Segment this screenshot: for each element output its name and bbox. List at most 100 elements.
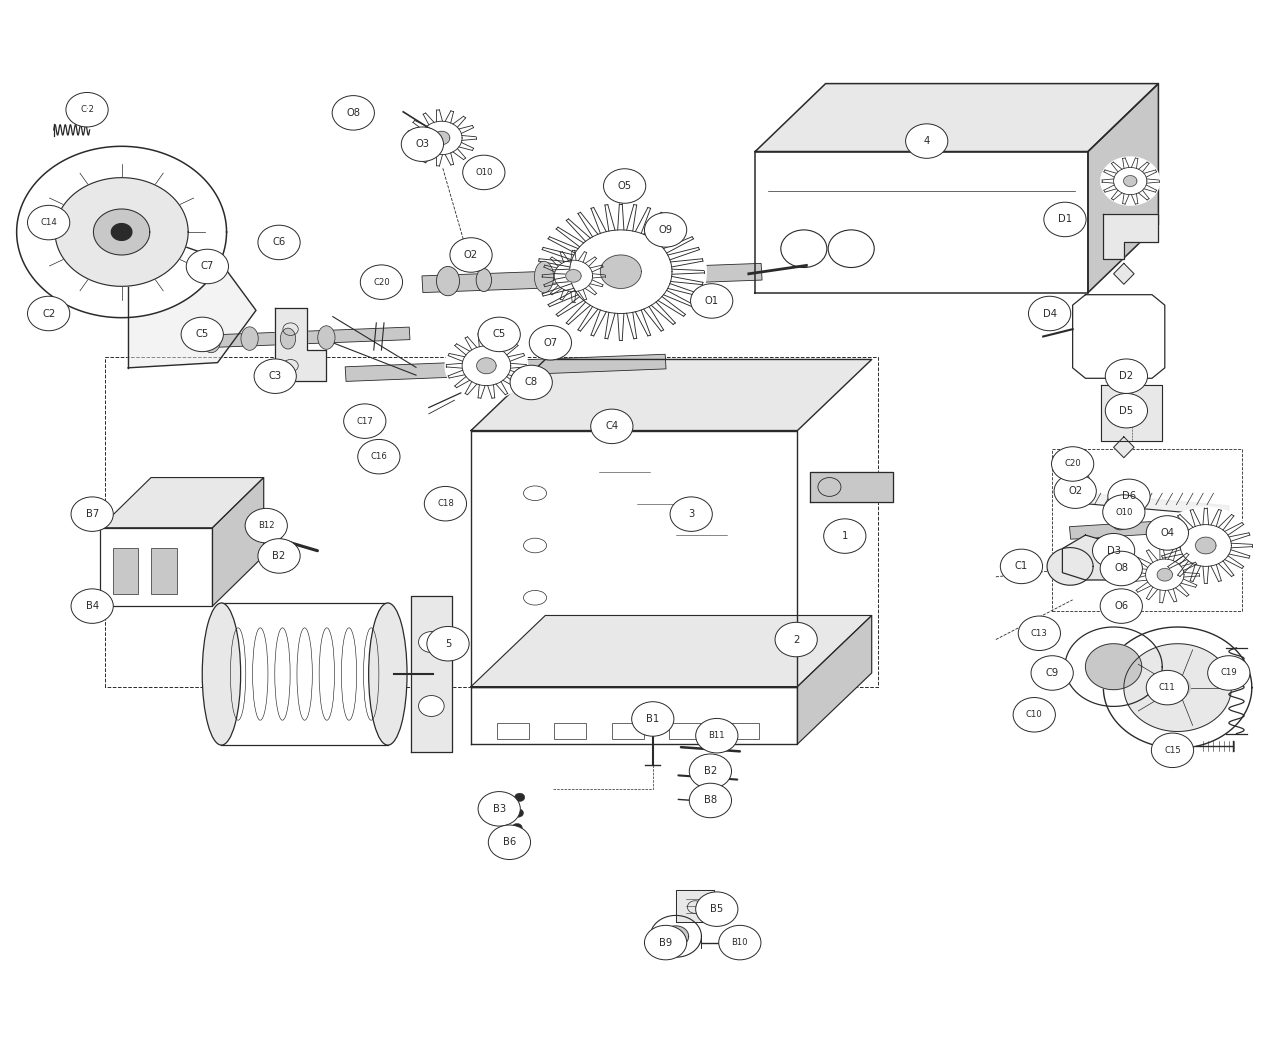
Polygon shape [1165, 677, 1190, 698]
Polygon shape [471, 359, 872, 431]
Circle shape [182, 318, 224, 351]
Text: O2: O2 [463, 250, 479, 260]
Circle shape [691, 284, 733, 319]
Text: O3: O3 [416, 139, 429, 149]
Text: C3: C3 [269, 371, 282, 381]
Text: O10: O10 [475, 168, 493, 177]
Polygon shape [797, 616, 872, 744]
Bar [497, 723, 529, 739]
Polygon shape [411, 596, 452, 752]
Text: O6: O6 [1114, 601, 1129, 611]
Polygon shape [1114, 437, 1134, 458]
Text: B4: B4 [86, 601, 99, 611]
Circle shape [718, 926, 760, 959]
Polygon shape [275, 308, 326, 381]
Circle shape [1052, 447, 1093, 481]
Circle shape [419, 631, 444, 652]
Ellipse shape [369, 603, 407, 745]
Polygon shape [17, 146, 227, 318]
Text: C11: C11 [1158, 683, 1176, 692]
Circle shape [463, 156, 506, 190]
Text: C5: C5 [493, 329, 506, 340]
Polygon shape [100, 478, 264, 528]
Circle shape [259, 226, 301, 260]
Text: C18: C18 [436, 500, 454, 508]
Ellipse shape [317, 326, 335, 349]
Polygon shape [1158, 507, 1253, 584]
Circle shape [253, 359, 297, 394]
Circle shape [512, 823, 522, 832]
Text: C1: C1 [1015, 561, 1028, 572]
Circle shape [343, 404, 387, 439]
Text: B2: B2 [704, 766, 717, 776]
Circle shape [1093, 534, 1134, 568]
Polygon shape [676, 890, 714, 922]
Polygon shape [422, 263, 762, 293]
Circle shape [428, 627, 470, 661]
Text: C19: C19 [1220, 669, 1238, 677]
Polygon shape [445, 332, 527, 399]
Text: O9: O9 [658, 225, 673, 235]
Circle shape [1208, 656, 1251, 691]
Circle shape [479, 318, 521, 351]
Text: C20: C20 [372, 278, 390, 286]
Polygon shape [1124, 176, 1137, 186]
Text: B10: B10 [732, 938, 748, 947]
Polygon shape [1085, 493, 1229, 516]
Polygon shape [471, 616, 872, 687]
Polygon shape [1062, 535, 1114, 580]
Ellipse shape [202, 603, 241, 745]
Circle shape [402, 127, 444, 162]
Circle shape [1001, 550, 1042, 584]
Text: O5: O5 [617, 181, 632, 191]
Polygon shape [471, 687, 797, 744]
Circle shape [604, 169, 646, 204]
Circle shape [776, 623, 818, 657]
Polygon shape [755, 84, 1158, 152]
Ellipse shape [476, 269, 492, 292]
Circle shape [70, 497, 114, 531]
Circle shape [645, 213, 687, 248]
Circle shape [246, 509, 288, 543]
Polygon shape [1103, 627, 1252, 748]
Text: B11: B11 [709, 732, 724, 740]
Circle shape [489, 826, 531, 859]
Circle shape [645, 926, 687, 959]
Bar [151, 548, 177, 594]
Ellipse shape [1070, 470, 1091, 496]
Polygon shape [1085, 644, 1142, 690]
Text: D6: D6 [1121, 491, 1137, 502]
Circle shape [696, 892, 739, 927]
Text: C·2: C·2 [81, 106, 93, 114]
Circle shape [1055, 474, 1096, 509]
Polygon shape [100, 528, 212, 606]
Circle shape [1101, 589, 1142, 624]
Text: B6: B6 [503, 837, 516, 847]
Polygon shape [406, 109, 477, 167]
Polygon shape [471, 431, 797, 687]
Circle shape [1106, 359, 1148, 394]
Polygon shape [1129, 545, 1201, 604]
Text: C20: C20 [1064, 460, 1082, 468]
Circle shape [690, 754, 732, 789]
Text: C13: C13 [1030, 629, 1048, 637]
Text: C6: C6 [273, 237, 285, 248]
Text: O1: O1 [704, 296, 719, 306]
Polygon shape [476, 357, 497, 374]
Polygon shape [663, 926, 689, 947]
Circle shape [70, 589, 114, 624]
Bar [727, 723, 759, 739]
Polygon shape [1157, 568, 1172, 581]
Text: D2: D2 [1119, 371, 1134, 381]
Text: C7: C7 [201, 261, 214, 272]
Circle shape [1103, 495, 1144, 529]
Circle shape [28, 297, 70, 331]
Text: C4: C4 [605, 421, 618, 432]
Circle shape [358, 440, 399, 474]
Circle shape [451, 238, 492, 273]
Polygon shape [198, 327, 410, 348]
Text: C17: C17 [356, 417, 374, 425]
Polygon shape [346, 354, 666, 381]
Circle shape [361, 265, 402, 300]
Circle shape [1106, 394, 1148, 428]
